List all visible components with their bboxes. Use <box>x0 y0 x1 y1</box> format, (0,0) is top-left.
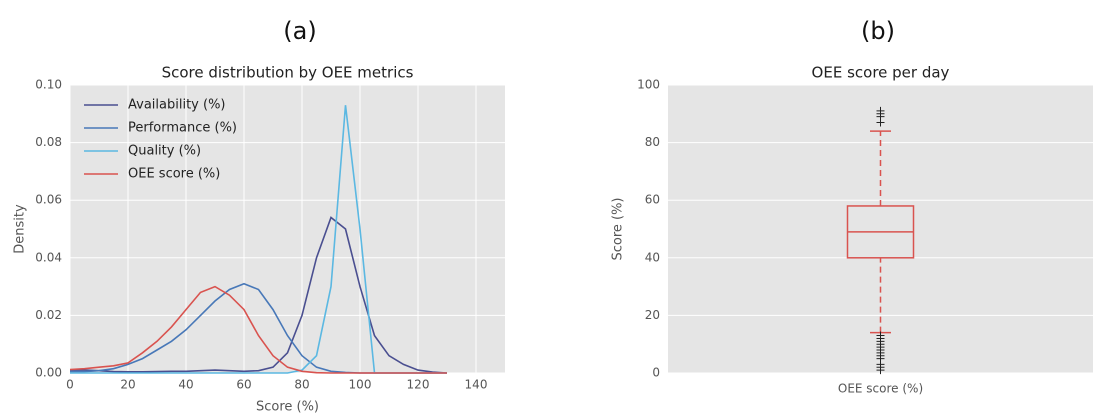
legend-label: Performance (%) <box>128 121 237 136</box>
legend-label: Quality (%) <box>128 144 201 159</box>
legend-label: Availability (%) <box>128 98 226 113</box>
legend-label: OEE score (%) <box>128 167 220 182</box>
y-tick-label: 40 <box>645 250 660 264</box>
x-tick-label: OEE score (%) <box>838 382 923 396</box>
y-axis-label: Score (%) <box>611 197 626 260</box>
y-tick-label: 0.08 <box>35 135 62 149</box>
y-tick-label: 100 <box>637 78 660 92</box>
x-tick-label: 0 <box>66 378 74 392</box>
chart-title: Score distribution by OEE metrics <box>162 64 414 82</box>
y-tick-label: 0 <box>652 366 660 380</box>
line-series <box>69 285 447 374</box>
x-tick-label: 80 <box>294 378 309 392</box>
y-tick-label: 80 <box>645 135 660 149</box>
y-tick-label: 60 <box>645 193 660 207</box>
x-tick-label: 20 <box>120 378 135 392</box>
y-tick-label: 0.10 <box>35 78 62 92</box>
line-series <box>70 216 448 374</box>
y-tick-label: 20 <box>645 308 660 322</box>
x-tick-label: 100 <box>349 378 372 392</box>
y-tick-label: 0.06 <box>35 193 62 207</box>
x-tick-label: 140 <box>465 378 488 392</box>
flier <box>876 331 885 340</box>
panel-label: (a) <box>283 17 316 45</box>
plot-area <box>70 85 505 373</box>
y-tick-label: 0.04 <box>35 250 62 264</box>
y-tick-label: 0.00 <box>35 366 62 380</box>
x-axis-label: Score (%) <box>256 400 319 415</box>
panel-label: (b) <box>861 17 895 45</box>
x-tick-label: 120 <box>407 378 430 392</box>
y-tick-label: 0.02 <box>35 308 62 322</box>
chart-title: OEE score per day <box>812 64 950 82</box>
x-tick-label: 60 <box>236 378 251 392</box>
y-axis-label: Density <box>13 204 28 254</box>
flier <box>876 106 885 115</box>
x-tick-label: 40 <box>178 378 193 392</box>
